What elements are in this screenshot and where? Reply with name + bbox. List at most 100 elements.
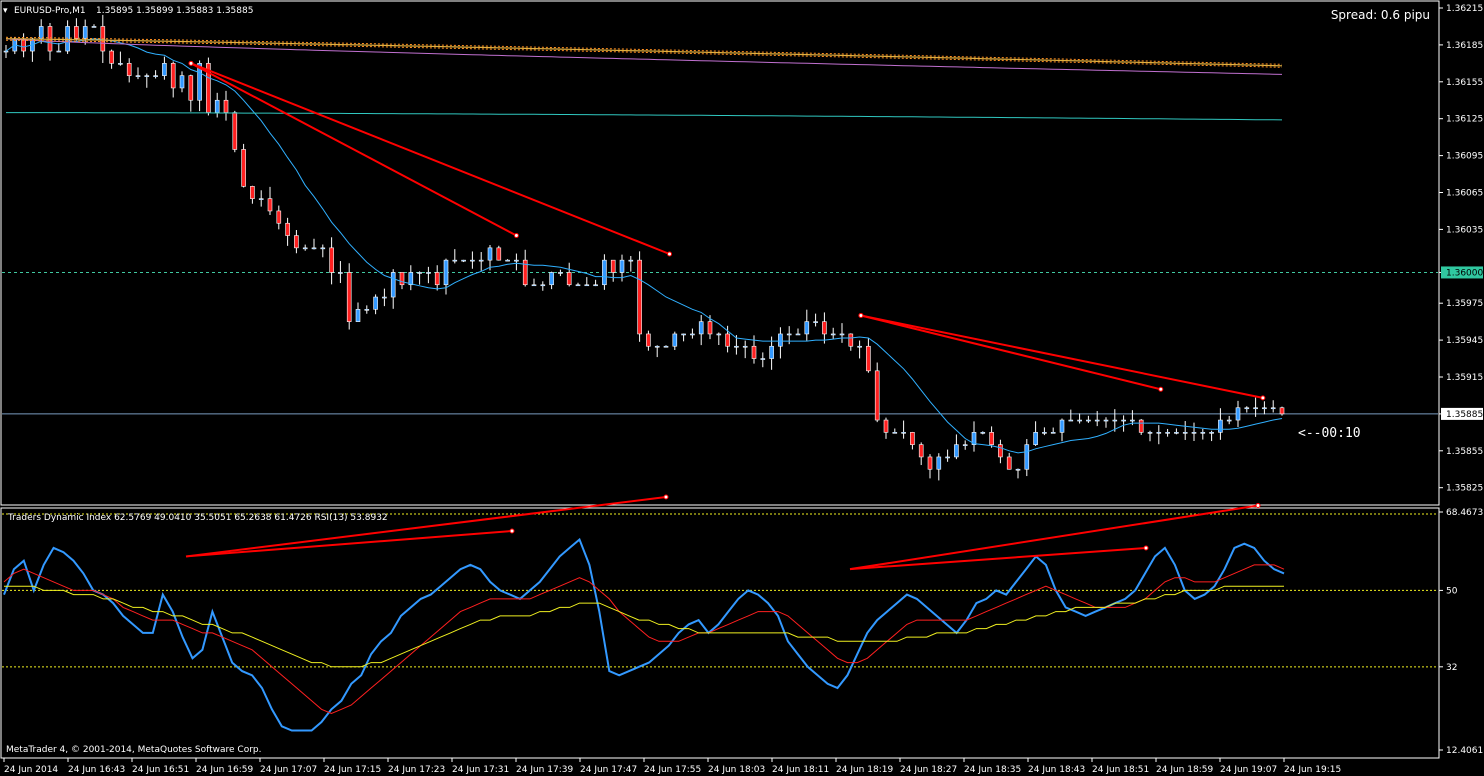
price-tick-label: 1.36185 [1446,41,1483,51]
candle-body [716,333,722,336]
candle-body [690,333,695,336]
candle-body [250,186,255,199]
candle-body [1121,419,1126,422]
trendline-point [513,233,519,239]
candle-body [593,284,598,287]
time-tick-label: 24 Jun 16:51 [132,765,189,775]
indicator-plot[interactable] [2,494,1438,732]
candle-body [883,419,889,433]
candle-body [188,75,194,101]
indicator-tick-label: 68.4673 [1446,508,1483,518]
candle-body [786,333,792,336]
price-tick-label: 1.35825 [1446,484,1483,494]
candle-body [610,259,616,273]
price-tick-label: 1.35855 [1446,447,1483,457]
time-tick-label: 24 Jun 18:03 [708,765,765,775]
candle-body [311,247,317,250]
time-tick-label: 24 Jun 18:27 [900,765,957,775]
indicator-trendline [849,504,1259,571]
candle-body [258,198,264,200]
candle-body [1033,432,1038,445]
candle-body [487,247,493,261]
candle-body [82,26,88,40]
candle-body [910,432,915,445]
time-tick-label: 24 Jun 17:31 [452,765,509,775]
candle-body [866,345,871,372]
candle-body [874,370,880,421]
candle-body [1218,419,1223,433]
candle-body [1077,419,1082,422]
indicator-tick-label: 12.4061 [1446,746,1483,756]
candle-body [707,321,713,335]
trendline-point [667,251,673,257]
candle-body [901,432,906,434]
candle-body [1165,432,1170,434]
time-tick-label: 24 Jun 2014 [4,765,58,775]
candle-body [566,272,572,286]
candle-body [725,333,730,347]
price-tick-label: 1.36095 [1446,152,1483,162]
candle-body [822,321,827,335]
candle-body [857,345,862,348]
indicator-trendline [185,496,667,558]
time-tick-label: 24 Jun 17:07 [260,765,317,775]
candle-body [522,259,528,286]
candle-body [558,272,563,274]
time-tick-label: 24 Jun 16:59 [196,765,253,775]
candle-body [461,259,466,262]
price-plot[interactable] [2,14,1438,481]
candle-body [839,333,845,336]
candle-body [1138,419,1144,433]
indicator-axis: 68.4673 50 32 12.4061 [1439,508,1483,756]
candle-body [1006,456,1012,470]
candle-body [223,99,229,113]
indicator-trendline [185,529,513,558]
ma-teal-line [6,112,1283,121]
candle-body [382,296,387,299]
candle-body [1024,444,1030,470]
ma-gold-lower [5,39,1283,68]
price-tick-label: 1.35915 [1446,373,1483,383]
candle-body [742,345,748,348]
candle-body [531,284,537,287]
candle-body [241,149,246,187]
candle-body [38,26,44,40]
signal-line [3,564,1285,715]
candle-body [1086,419,1091,422]
candle-body [417,272,422,274]
trendline-point [1158,386,1164,392]
trendline [190,62,670,255]
candle-body [936,456,942,470]
indicator-trendline [849,546,1147,571]
candle-body [848,333,854,347]
candle-body [1244,407,1250,410]
candle-body [769,345,774,359]
time-tick-label: 24 Jun 18:59 [1156,765,1213,775]
midband-line [4,585,1284,668]
candle-body [1147,432,1153,434]
candle-body [285,222,290,236]
candle-body [1050,432,1056,434]
spread-label: Spread: 0.6 pipu [1331,8,1430,22]
candle-body [1094,419,1100,422]
candle-body [443,259,449,286]
time-tick-label: 24 Jun 17:55 [644,765,701,775]
level-price-box [1441,266,1483,279]
candle-body [65,26,70,52]
candle-body [830,333,836,336]
candle-body [1174,432,1179,434]
candle-body [619,259,625,273]
candle-body [672,333,678,347]
candle-body [153,75,158,77]
rsi-line [3,537,1285,732]
indicator-title: Traders Dynamic Index 62.5769 49.0410 35… [7,513,388,523]
menu-triangle-icon[interactable]: ▾ [3,6,8,16]
candle-body [971,432,977,445]
candle-body [698,321,704,335]
time-tick-label: 24 Jun 18:51 [1092,765,1149,775]
candle-body [1103,419,1109,422]
candle-body [549,272,554,286]
ma-violet-line [5,38,1283,75]
price-axis: 1.36215 1.36185 1.36155 1.36125 1.36095 1.360… [1439,4,1483,494]
